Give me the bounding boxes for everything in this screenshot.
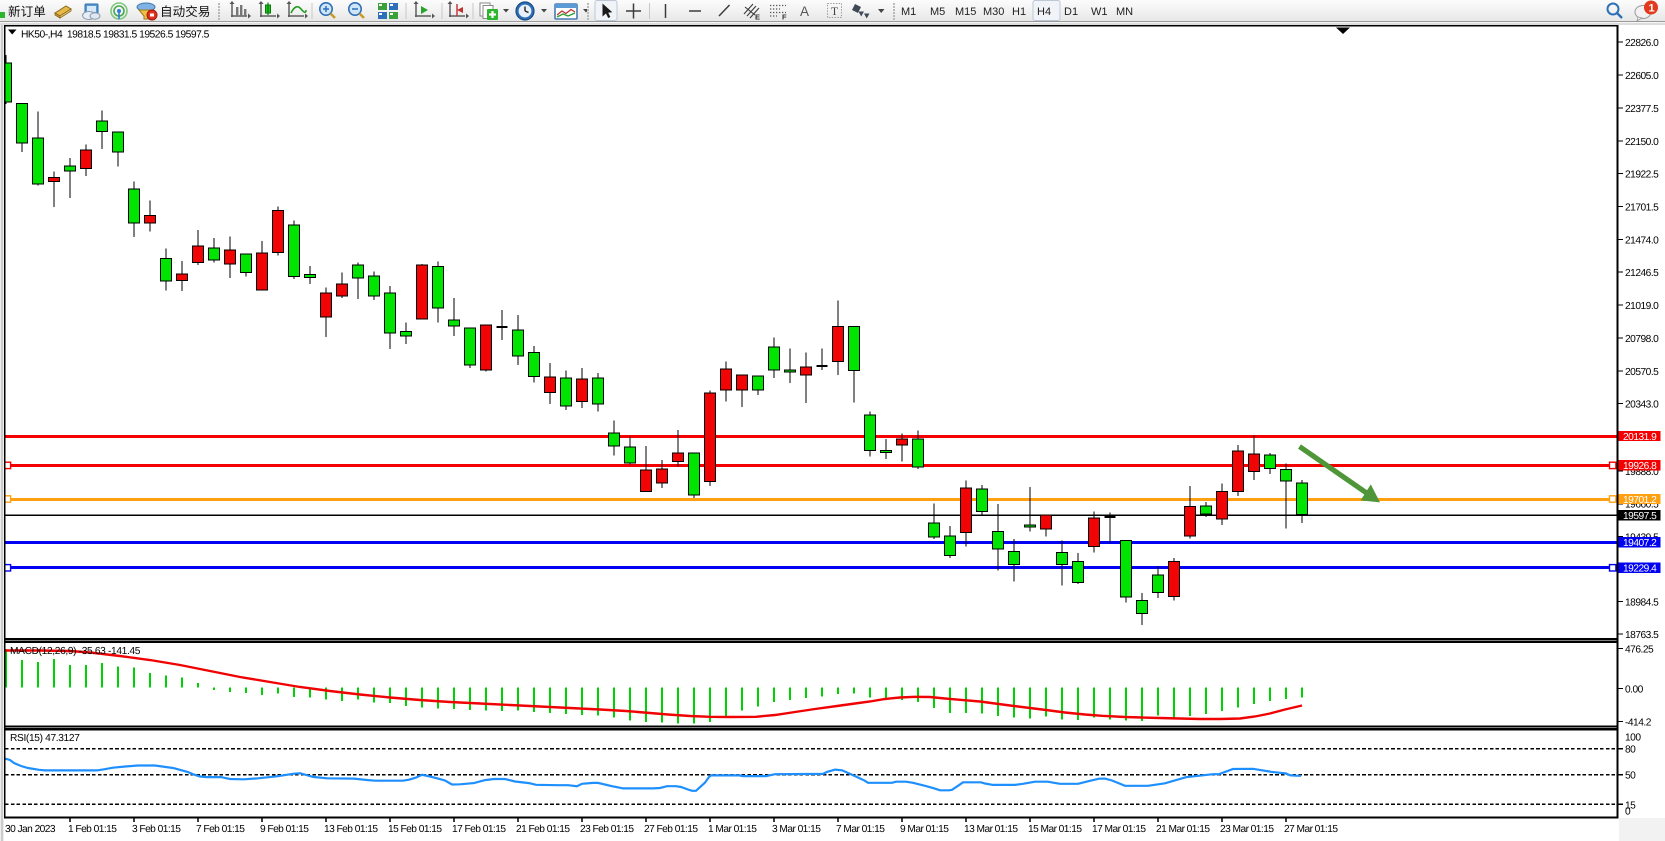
svg-text:1 Mar 01:15: 1 Mar 01:15 (708, 824, 757, 835)
svg-text:7 Feb 01:15: 7 Feb 01:15 (196, 824, 245, 835)
svg-text:18763.5: 18763.5 (1625, 630, 1659, 641)
svg-text:21 Mar 01:15: 21 Mar 01:15 (1156, 824, 1210, 835)
svg-text:19407.2: 19407.2 (1623, 538, 1657, 549)
svg-text:MACD(12,26,9) -35.63 -141.45: MACD(12,26,9) -35.63 -141.45 (10, 646, 141, 657)
svg-text:30 Jan 2023: 30 Jan 2023 (5, 824, 56, 835)
svg-text:M30: M30 (983, 6, 1004, 18)
svg-text:1 Feb 01:15: 1 Feb 01:15 (68, 824, 117, 835)
svg-text:19701.2: 19701.2 (1623, 495, 1657, 506)
svg-text:13 Mar 01:15: 13 Mar 01:15 (964, 824, 1018, 835)
svg-text:0.00: 0.00 (1625, 685, 1644, 696)
svg-text:100: 100 (1625, 733, 1641, 744)
svg-text:T: T (831, 6, 838, 18)
svg-text:E: E (755, 13, 760, 22)
svg-text:M15: M15 (955, 6, 976, 18)
svg-text:27 Feb 01:15: 27 Feb 01:15 (644, 824, 698, 835)
svg-text:1: 1 (1649, 3, 1655, 15)
svg-text:19888.0: 19888.0 (1625, 467, 1659, 478)
svg-text:80: 80 (1625, 745, 1636, 756)
svg-text:9 Mar 01:15: 9 Mar 01:15 (900, 824, 949, 835)
svg-text:19597.5: 19597.5 (1623, 511, 1657, 522)
svg-text:27 Mar 01:15: 27 Mar 01:15 (1284, 824, 1338, 835)
svg-text:H1: H1 (1012, 6, 1026, 18)
svg-text:22150.0: 22150.0 (1625, 137, 1659, 148)
svg-text:D1: D1 (1064, 6, 1078, 18)
svg-text:HK50-,H4 19818.5 19831.5 1952: HK50-,H4 19818.5 19831.5 19526.5 19597.5 (21, 30, 210, 41)
svg-text:19926.8: 19926.8 (1623, 461, 1657, 472)
svg-text:21019.0: 21019.0 (1625, 301, 1659, 312)
svg-text:F: F (782, 13, 787, 22)
svg-text:9 Feb 01:15: 9 Feb 01:15 (260, 824, 309, 835)
svg-text:20798.0: 20798.0 (1625, 334, 1659, 345)
svg-text:18984.5: 18984.5 (1625, 598, 1659, 609)
svg-text:21922.5: 21922.5 (1625, 170, 1659, 181)
svg-text:21 Feb 01:15: 21 Feb 01:15 (516, 824, 570, 835)
svg-text:15 Feb 01:15: 15 Feb 01:15 (388, 824, 442, 835)
svg-text:-414.2: -414.2 (1625, 718, 1652, 729)
svg-text:M5: M5 (930, 6, 945, 18)
svg-text:21701.5: 21701.5 (1625, 203, 1659, 214)
svg-text:13 Feb 01:15: 13 Feb 01:15 (324, 824, 378, 835)
svg-text:21246.5: 21246.5 (1625, 268, 1659, 279)
svg-text:20131.9: 20131.9 (1623, 432, 1657, 443)
svg-text:22605.0: 22605.0 (1625, 71, 1659, 82)
svg-text:22377.5: 22377.5 (1625, 104, 1659, 115)
svg-text:476.25: 476.25 (1625, 645, 1654, 656)
svg-text:0: 0 (1625, 807, 1631, 818)
svg-text:50: 50 (1625, 771, 1636, 782)
svg-text:23 Mar 01:15: 23 Mar 01:15 (1220, 824, 1274, 835)
svg-text:19229.4: 19229.4 (1623, 564, 1657, 575)
svg-text:MN: MN (1116, 6, 1133, 18)
svg-text:3 Mar 01:15: 3 Mar 01:15 (772, 824, 821, 835)
svg-text:M1: M1 (901, 6, 916, 18)
svg-text:21474.0: 21474.0 (1625, 236, 1659, 247)
svg-text:19660.5: 19660.5 (1625, 500, 1659, 511)
svg-text:RSI(15) 47.3127: RSI(15) 47.3127 (10, 733, 80, 744)
svg-text:22826.0: 22826.0 (1625, 38, 1659, 49)
svg-text:7 Mar 01:15: 7 Mar 01:15 (836, 824, 885, 835)
svg-text:15: 15 (1625, 800, 1636, 811)
svg-text:23 Feb 01:15: 23 Feb 01:15 (580, 824, 634, 835)
svg-text:17 Feb 01:15: 17 Feb 01:15 (452, 824, 506, 835)
svg-text:H4: H4 (1037, 6, 1051, 18)
svg-text:W1: W1 (1091, 6, 1108, 18)
svg-text:20343.0: 20343.0 (1625, 400, 1659, 411)
svg-text:3 Feb 01:15: 3 Feb 01:15 (132, 824, 181, 835)
svg-text:20570.5: 20570.5 (1625, 367, 1659, 378)
svg-text:A: A (800, 4, 809, 19)
svg-text:17 Mar 01:15: 17 Mar 01:15 (1092, 824, 1146, 835)
svg-text:15 Mar 01:15: 15 Mar 01:15 (1028, 824, 1082, 835)
